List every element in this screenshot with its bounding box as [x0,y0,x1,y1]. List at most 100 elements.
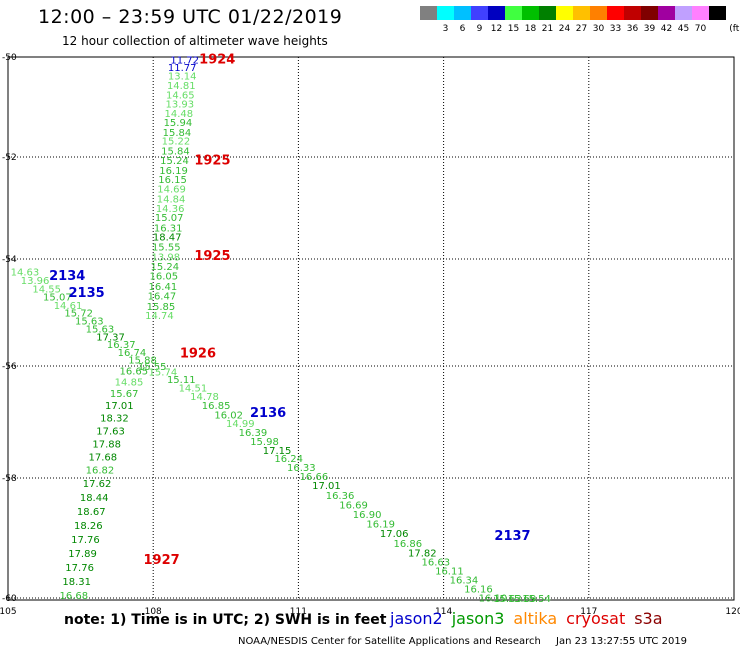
wave-height-value: 11.77 [168,63,197,74]
wave-height-value: 15.55 [152,242,181,253]
wave-height-value: 15.07 [155,213,184,224]
wave-height-value: 16.63 [422,557,451,568]
wave-height-value: 15.11 [167,375,196,386]
pass-time-label: 1927 [144,553,180,568]
wave-height-value: 17.06 [380,529,409,540]
wave-height-value: 14.99 [226,419,255,430]
wave-height-value: 16.41 [149,282,178,293]
wave-height-value: 16.65 [120,366,149,377]
wave-height-value: 16.05 [150,272,179,283]
wave-height-value: 17.62 [83,479,112,490]
wave-height-value: 18.26 [74,521,103,532]
wave-height-value: 16.10 [479,593,508,604]
color-scale-unit: (ft) [729,24,740,34]
legend-cryosat: cryosat [566,609,626,628]
color-scale-swatch [522,6,539,20]
color-scale-swatch [437,6,454,20]
wave-height-value: 16.39 [239,428,268,439]
wave-height-value: 15.98 [250,437,279,448]
color-scale-label: 33 [609,24,622,34]
wave-height-value: 16.24 [274,454,303,465]
latitude-tick-label: -58 [2,474,17,484]
longitude-tick-label: 117 [580,607,597,617]
units-note: note: 1) Time is in UTC; 2) SWH is in fe… [64,612,387,628]
wave-height-value: 17.15 [263,446,292,457]
wave-height-value: 14.84 [157,194,186,205]
wave-height-value: 17.89 [68,549,97,560]
color-scale-label: 3 [442,24,449,34]
wave-height-value: 16.19 [366,520,395,531]
wave-height-value: 13.98 [151,252,180,263]
wave-height-value: 16.15 [158,175,187,186]
wave-height-value: 14.69 [157,185,186,196]
credit-line: NOAA/NESDIS Center for Satellite Applica… [238,636,541,647]
wave-height-value: 14.74 [145,311,174,322]
latitude-tick-label: -50 [2,53,17,63]
color-scale-swatch [573,6,590,20]
wave-height-value: 14.65 [166,91,195,102]
wave-height-value: 16.86 [393,539,422,550]
longitude-tick-label: 108 [145,607,162,617]
satellite-legend: jason2 jason3 altika cryosat s3a [390,609,672,628]
latitude-tick-label: -56 [2,362,17,372]
wave-height-value: 15.84 [163,128,192,139]
color-scale-swatch [692,6,709,20]
wave-height-value: 16.47 [148,291,177,302]
wave-height-value: 16.37 [107,340,136,351]
color-scale-swatch [471,6,488,20]
wave-height-values: 11.7211.7713.1414.8114.6513.9314.4815.94… [11,56,551,606]
longitude-tick-label: 111 [290,607,307,617]
color-scale-swatch [454,6,471,20]
wave-height-value: 15.07 [43,292,72,303]
color-scale-label: 21 [541,24,554,34]
legend-s3a: s3a [634,609,663,628]
color-scale-swatch [488,6,505,20]
wave-height-value: 18.31 [62,577,91,588]
color-scale-swatch [641,6,658,20]
longitude-tick-label: 105 [0,607,17,617]
wave-height-value: 15.67 [110,389,139,400]
wave-height-value: 14.63 [11,267,40,278]
page-subtitle: 12 hour collection of altimeter wave hei… [62,34,328,48]
wave-height-value: 17.37 [96,333,125,344]
lat-lon-grid [7,56,735,601]
wave-height-value: 15.63 [86,325,115,336]
wave-height-value: 16.16 [464,584,493,595]
color-scale-swatch [607,6,624,20]
wave-height-value: 14.51 [179,383,208,394]
color-scale-label: 24 [558,24,571,34]
pass-time-label: 1926 [180,347,216,362]
wave-height-value: 15.63 [493,594,522,605]
wave-height-value: 18.47 [153,233,182,244]
wave-height-value: 15.54 [522,594,551,605]
color-scale-label: 9 [476,24,483,34]
wave-height-value: 14.36 [156,204,185,215]
wave-height-value: 16.74 [118,348,147,359]
wave-height-value: 14.81 [167,81,196,92]
wave-height-value: 15.85 [147,302,176,313]
pass-time-label: 2136 [250,406,286,421]
axis-tick-labels: 105 108 111 114 117 120 -50 -52 -54 -56 -58 -60 [0,53,740,617]
wave-height-value: 14.55 [32,284,61,295]
wave-height-value: 16.82 [86,466,115,477]
pass-time-label: 2135 [69,286,105,301]
color-scale-swatch [556,6,573,20]
color-scale-swatch [658,6,675,20]
wave-height-value: 16.66 [300,472,329,483]
wave-height-value: 17.76 [65,563,94,574]
wave-height-value: 13.96 [21,276,50,287]
wave-height-value: 15.22 [162,137,191,148]
wave-height-value: 16.11 [435,566,464,577]
wave-height-value: 16.02 [214,411,243,422]
wave-height-value: 17.01 [312,481,341,492]
color-scale-swatch [539,6,556,20]
wave-height-value: 15.88 [128,356,157,367]
legend-jason2: jason2 [390,609,443,628]
legend-jason3: jason3 [451,609,505,628]
wave-height-value: 17.68 [89,453,118,464]
wave-height-value: 15.24 [150,262,179,273]
latitude-tick-label: -52 [2,153,17,163]
wave-height-value: 16.19 [159,166,188,177]
wave-height-value: 16.34 [450,575,479,586]
pass-time-labels: 1924 1925 1925 1926 1927 2134 2135 2136 2137 [49,53,530,569]
